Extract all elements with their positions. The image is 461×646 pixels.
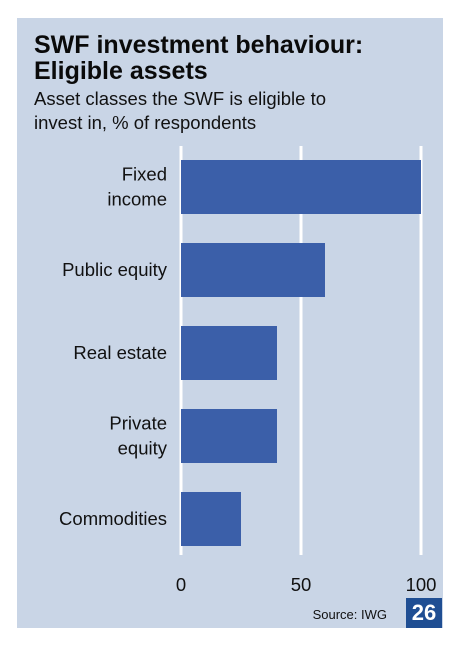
category-label-2-line-0: Real estate xyxy=(73,342,167,363)
category-label-3-line-1: equity xyxy=(118,438,168,459)
bar-chart: Fixed income Public equity Real estate Priva… xyxy=(59,146,437,595)
category-label-1-line-0: Public equity xyxy=(62,259,168,280)
chart-subtitle-line-2: invest in, % of respondents xyxy=(34,112,257,133)
source-note: Source: IWG xyxy=(312,607,387,622)
category-label-0-line-1: income xyxy=(107,189,167,210)
chart-subtitle-line-1: Asset classes the SWF is eligible to xyxy=(34,88,326,109)
category-label-3-line-0: Private xyxy=(109,413,167,434)
category-label-1: Public equity xyxy=(62,259,168,280)
category-label-4: Commodities xyxy=(59,508,167,529)
category-label-0: Fixed income xyxy=(107,164,167,210)
page-number-badge: 26 xyxy=(406,598,442,628)
bar-3 xyxy=(181,409,277,463)
chart-title-line-2: Eligible assets xyxy=(34,57,208,85)
bar-4 xyxy=(181,492,241,546)
category-label-3: Private equity xyxy=(109,413,167,459)
category-label-4-line-0: Commodities xyxy=(59,508,167,529)
chart-title-line-1: SWF investment behaviour: xyxy=(34,31,364,59)
category-label-0-line-0: Fixed xyxy=(122,164,167,185)
bar-1 xyxy=(181,243,325,297)
bar-2 xyxy=(181,326,277,380)
category-label-2: Real estate xyxy=(73,342,167,363)
x-tick-label-0: 0 xyxy=(176,574,186,595)
x-tick-label-2: 100 xyxy=(406,574,437,595)
chart-panel: SWF investment behaviour: Eligible asset… xyxy=(17,18,443,628)
x-tick-label-1: 50 xyxy=(291,574,312,595)
bar-0 xyxy=(181,160,421,214)
